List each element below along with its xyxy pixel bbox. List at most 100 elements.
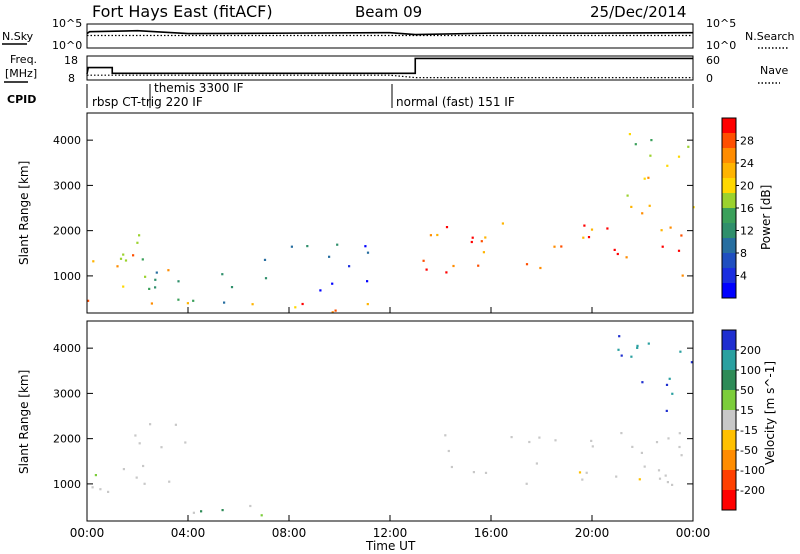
heatmap-cell	[679, 350, 682, 353]
frequency-plot	[86, 57, 693, 79]
heatmap-cell	[249, 504, 252, 508]
heatmap-cell	[482, 251, 485, 254]
colorbar-tick-label: 28	[740, 135, 754, 148]
heatmap-cell	[122, 285, 125, 288]
heatmap-cell	[606, 227, 609, 230]
heatmap-cell	[366, 280, 369, 283]
heatmap-cell	[615, 475, 618, 478]
colorbar-frame	[721, 329, 737, 511]
y-tick-label: 4000	[53, 134, 81, 147]
colorbar-tick-label: 200	[740, 344, 761, 357]
colorbar-tick-label: -15	[740, 424, 758, 437]
heatmap-cell	[630, 355, 633, 358]
heatmap-cell	[636, 346, 639, 349]
colorbar-tick-label: -100	[740, 464, 765, 477]
frequency-line	[86, 57, 693, 75]
heatmap-cell	[186, 302, 189, 305]
heatmap-cell	[260, 514, 263, 517]
heatmap-cell	[680, 234, 683, 237]
noise-panel: N.Sky 10^5 10^0 10^5 10^0 N.Search	[2, 17, 795, 52]
colorbar-swatch	[722, 390, 736, 411]
heatmap-cell	[221, 509, 224, 512]
power-colorbar-label: Power [dB]	[759, 185, 773, 250]
heatmap-cell	[138, 442, 141, 445]
heatmap-cell	[230, 286, 234, 289]
heatmap-cell	[160, 446, 163, 449]
heatmap-cell	[664, 474, 667, 477]
heatmap-cell	[591, 445, 594, 448]
heatmap-cell	[450, 465, 453, 469]
heatmap-cell	[678, 445, 681, 449]
time-axis: 00:00 04:00 08:00 12:00 16:00 20:00 00:00	[70, 307, 710, 540]
heatmap-cell	[452, 264, 455, 268]
time-axis-label: Time UT	[365, 539, 416, 553]
cpid-mode-normal: normal (fast) 151 IF	[396, 95, 515, 109]
velocity-panel: 4000 3000 2000 1000 Slant Range [km] 200 100…	[17, 320, 777, 522]
heatmap-cell	[690, 361, 693, 364]
colorbar-swatch	[722, 268, 736, 284]
heatmap-cell	[107, 490, 110, 493]
heatmap-cell	[92, 260, 95, 263]
colorbar-tick-label: 100	[740, 364, 761, 377]
heatmap-cell	[618, 335, 621, 338]
heatmap-cell	[668, 377, 671, 380]
heatmap-cell	[666, 481, 669, 484]
heatmap-cell	[251, 303, 254, 306]
heatmap-cell	[154, 286, 157, 289]
x-tick-label: 20:00	[575, 526, 610, 540]
heatmap-cell	[643, 177, 646, 180]
heatmap-cell	[122, 253, 125, 256]
colorbar-tick-label: 12	[740, 225, 754, 238]
heatmap-cell	[669, 226, 672, 229]
heatmap-cell	[553, 245, 556, 248]
colorbar-tick-label: -50	[740, 444, 758, 457]
heatmap-cell	[634, 143, 637, 146]
heatmap-cell	[144, 275, 147, 278]
heatmap-cell	[620, 354, 623, 357]
heatmap-cell	[87, 299, 90, 302]
heatmap-cell	[677, 249, 681, 252]
noise-left-tick-bottom: 10^0	[52, 39, 82, 52]
heatmap-cell	[348, 265, 351, 268]
cpid-label: CPID	[7, 93, 36, 106]
freq-right-tick-top: 60	[706, 54, 720, 67]
colorbar-swatch	[722, 208, 736, 224]
colorbar-tick-label: 15	[740, 404, 754, 417]
heatmap-cell	[581, 478, 584, 481]
heatmap-cell	[590, 439, 593, 442]
heatmap-cell	[643, 465, 646, 468]
heatmap-cell	[501, 222, 504, 225]
heatmap-cell	[590, 228, 594, 231]
heatmap-cell	[436, 233, 439, 237]
power-heatmap	[87, 133, 695, 314]
colorbar-swatch	[722, 470, 736, 491]
colorbar-tick-label: -200	[740, 484, 765, 497]
heatmap-cell	[636, 344, 639, 347]
heatmap-cell	[447, 449, 450, 453]
heatmap-cell	[658, 477, 662, 480]
heatmap-cell	[687, 145, 690, 148]
heatmap-cell	[648, 204, 651, 207]
y-tick-label: 2000	[53, 225, 81, 238]
heatmap-cell	[122, 468, 125, 471]
heatmap-cell	[364, 245, 367, 248]
heatmap-cell	[585, 471, 588, 474]
heatmap-cell	[301, 302, 304, 306]
station-title: Fort Hays East (fitACF)	[92, 2, 273, 21]
heatmap-cell	[136, 241, 139, 244]
heatmap-cell	[168, 480, 171, 483]
heatmap-cell	[148, 287, 151, 290]
heatmap-cell	[470, 240, 473, 244]
heatmap-cell	[692, 206, 695, 209]
heatmap-cell	[155, 271, 158, 274]
power-ylabel: Slant Range [km]	[17, 161, 31, 265]
heatmap-cell	[678, 432, 681, 435]
freq-left-tick-top: 18	[64, 54, 78, 67]
colorbar-swatch	[722, 410, 736, 431]
heatmap-cell	[657, 469, 661, 472]
heatmap-cell	[625, 256, 628, 259]
heatmap-cell	[649, 154, 652, 157]
heatmap-cell	[221, 273, 224, 276]
colorbar-swatch	[722, 118, 736, 134]
heatmap-cell	[510, 436, 513, 439]
